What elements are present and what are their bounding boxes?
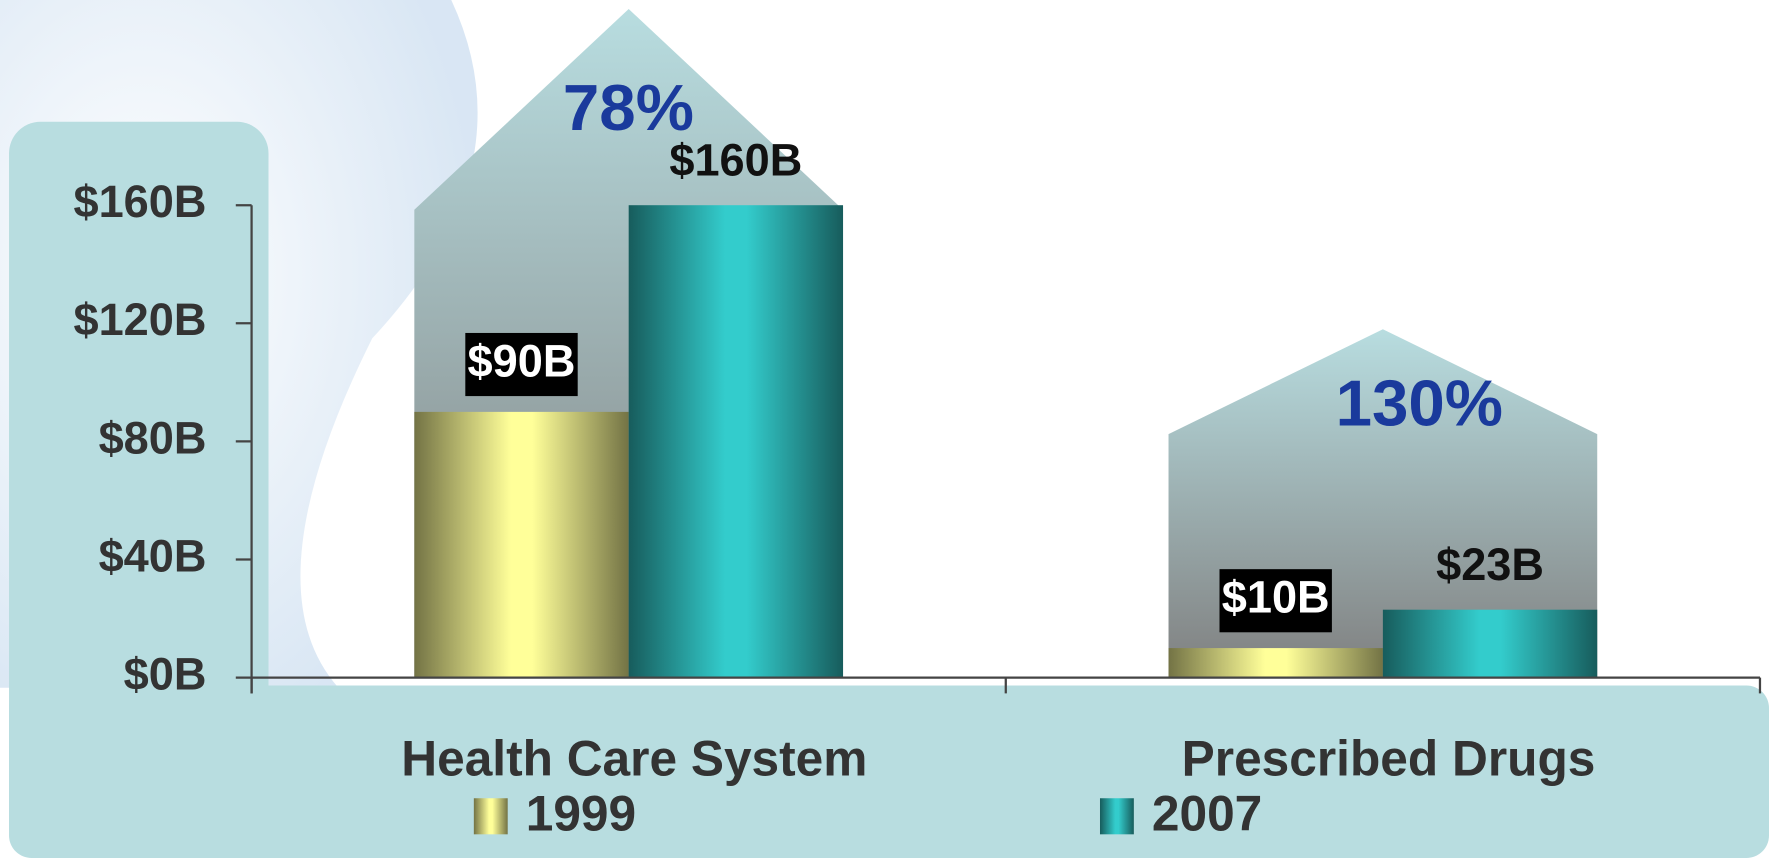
y-tick-label: $40B [99,530,207,581]
chart: 78% 130% $0B $40B $80B $120B $160B $90B $10B $160… [0,0,1769,858]
y-tick-label: $80B [99,412,207,463]
y-tick-label: $0B [124,649,207,700]
growth-annotation: 78% [563,71,694,144]
bar [629,205,843,677]
y-tick-label: $160B [73,176,206,227]
bar [1169,648,1383,678]
value-label: $90B [468,335,576,386]
legend-label: 2007 [1152,786,1262,842]
legend-label: 1999 [526,786,636,842]
y-tick-label: $120B [73,294,206,345]
bar [1383,610,1597,678]
value-label: $23B [1436,539,1544,590]
legend-swatch [474,798,508,834]
x-tick-label: Prescribed Drugs [1182,730,1596,786]
x-tick-label: Health Care System [401,730,867,786]
bar [414,412,628,678]
growth-annotation: 130% [1336,366,1503,439]
value-label: $160B [669,134,802,185]
legend-swatch [1100,798,1134,834]
value-label: $10B [1222,572,1330,623]
